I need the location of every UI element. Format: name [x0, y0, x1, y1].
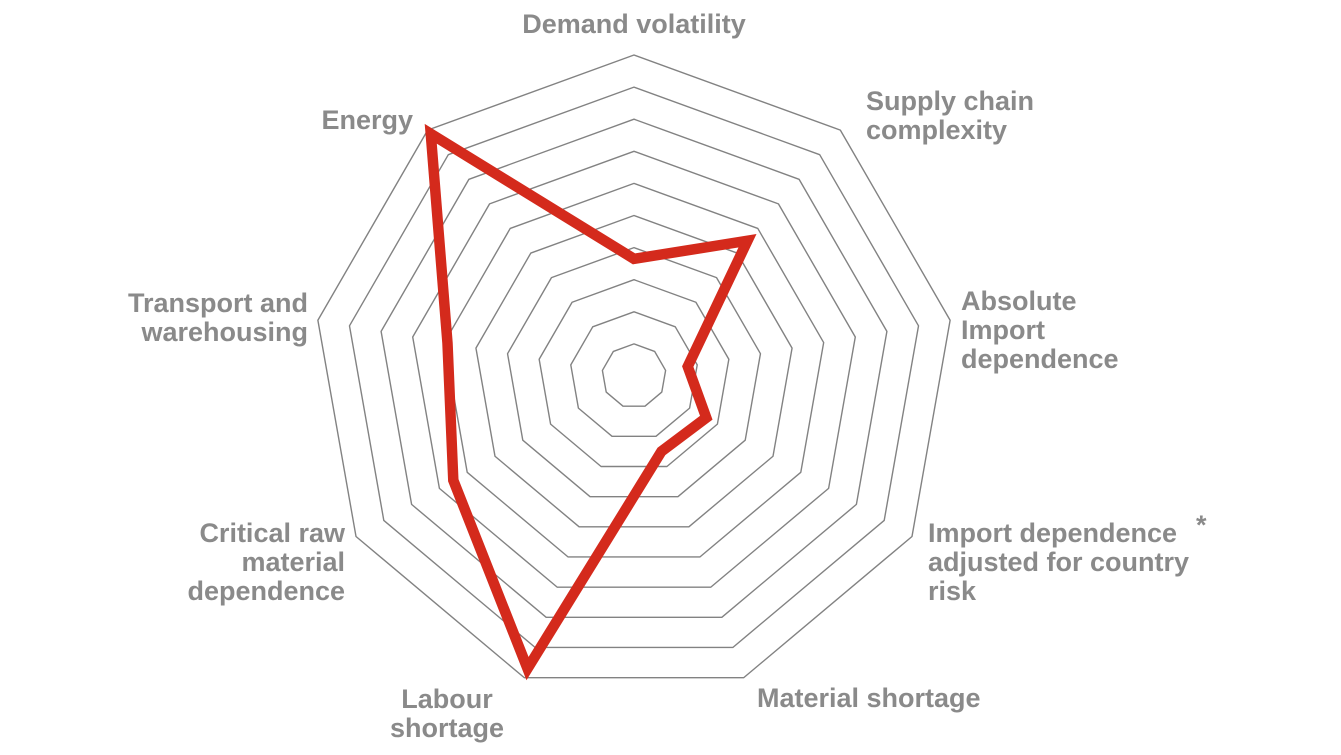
axis-label-supply-chain-complexity: Supply chain complexity	[866, 86, 1035, 145]
axis-label-critical-raw-material-dependence: Critical raw material dependence	[187, 518, 345, 606]
radar-series	[424, 123, 757, 681]
import-dependence-asterisk: *	[1196, 510, 1207, 540]
axis-label-labour-shortage: Labour shortage	[389, 684, 505, 743]
radar-grid-ring	[475, 214, 793, 528]
axis-label-energy: Energy	[321, 105, 413, 135]
axis-label-material-shortage: Material shortage	[757, 683, 981, 713]
radar-grid-ring	[570, 311, 698, 438]
axis-label-demand-volatility: Demand volatility	[522, 9, 746, 39]
axis-label-transport-and-warehousing: Transport and warehousing	[127, 288, 308, 347]
radar-grid-ring	[412, 150, 856, 588]
radar-grid-ring	[380, 118, 888, 619]
radar-grid-ring	[443, 182, 825, 558]
radar-grid-ring	[601, 343, 667, 407]
radar-grid-ring	[317, 54, 951, 679]
radar-grid	[317, 54, 951, 679]
radar-series-risk-profile	[424, 123, 757, 681]
radar-grid-ring	[538, 279, 730, 468]
axis-label-import-dependence-adjusted: Import dependence adjusted for country r…	[928, 518, 1190, 606]
radar-grid-ring	[348, 86, 920, 649]
axis-label-absolute-import-dependence: Absolute Import dependence	[961, 286, 1119, 374]
